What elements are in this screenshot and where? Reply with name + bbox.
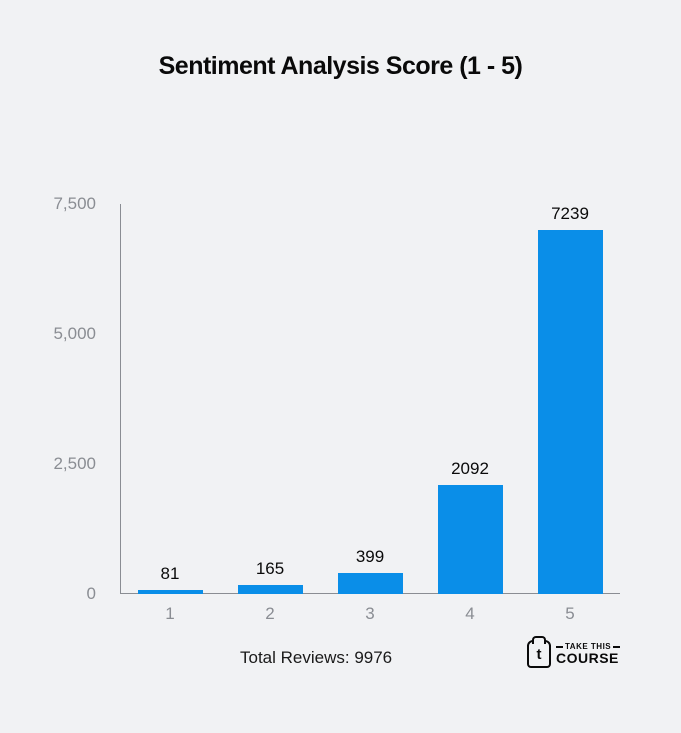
y-tick-label: 5,000 [53, 324, 108, 344]
y-tick-label: 7,500 [53, 194, 108, 214]
x-tick-label: 5 [565, 604, 574, 624]
brand-logo: t TAKE THIS COURSE [527, 640, 620, 668]
logo-dash-right [613, 646, 620, 648]
bar-value-label: 7239 [551, 204, 589, 224]
bar [438, 485, 503, 594]
y-tick-label: 2,500 [53, 454, 108, 474]
bar-value-label: 81 [161, 564, 180, 584]
bar-group: 811 [120, 204, 220, 594]
footer-total-reviews: Total Reviews: 9976 [240, 648, 392, 668]
x-tick-label: 1 [165, 604, 174, 624]
logo-text: TAKE THIS COURSE [556, 643, 620, 665]
chart-plot-area: 02,5005,0007,500 811165239932092472395 [120, 204, 620, 594]
bar-group: 1652 [220, 204, 320, 594]
bar [138, 590, 203, 594]
logo-dash-left [556, 646, 563, 648]
x-tick-label: 3 [365, 604, 374, 624]
bar [538, 230, 603, 594]
logo-line2-text: COURSE [556, 651, 620, 665]
bars-container: 811165239932092472395 [120, 204, 620, 594]
bar [338, 573, 403, 594]
bar [238, 585, 303, 594]
y-tick-label: 0 [87, 584, 108, 604]
chart-title: Sentiment Analysis Score (1 - 5) [0, 52, 681, 81]
bar-group: 72395 [520, 204, 620, 594]
bar-group: 3993 [320, 204, 420, 594]
bar-value-label: 2092 [451, 459, 489, 479]
logo-lock-icon: t [527, 640, 551, 668]
bar-value-label: 165 [256, 559, 284, 579]
bar-group: 20924 [420, 204, 520, 594]
bar-value-label: 399 [356, 547, 384, 567]
x-tick-label: 4 [465, 604, 474, 624]
x-tick-label: 2 [265, 604, 274, 624]
